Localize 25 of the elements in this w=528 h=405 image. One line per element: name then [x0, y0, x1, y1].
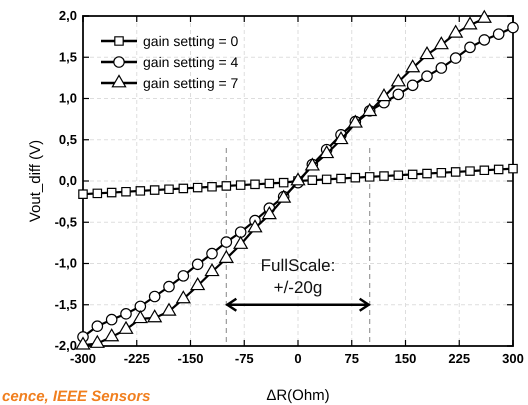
x-tick-label: -300 [70, 351, 96, 366]
y-tick-label: 2,0 [58, 8, 77, 24]
x-tick-label: 225 [448, 351, 470, 366]
text: cence, IEEE Sensors [2, 388, 150, 405]
y-tick-label: -0,5 [54, 214, 77, 230]
annotation: FullScale: +/-20g [260, 256, 336, 297]
y-tick-label: 1,5 [58, 49, 77, 64]
legend-label: gain setting = 7 [143, 75, 239, 91]
y-tick-label: -1,0 [54, 256, 77, 271]
y-tick-label: -2,0 [54, 338, 77, 354]
x-tick-label: 0 [294, 351, 302, 366]
y-tick-label: 1,0 [58, 90, 77, 106]
x-tick-label: 150 [394, 351, 416, 366]
x-tick-label: -150 [177, 351, 204, 366]
y-tick-label: 0,5 [58, 132, 77, 147]
y-tick-label: -1,5 [54, 296, 77, 312]
legend-label: gain setting = 0 [143, 33, 239, 49]
legend-label: gain setting = 4 [143, 54, 239, 70]
x-tick-label: -225 [124, 351, 150, 366]
x-tick-label: 300 [502, 351, 524, 366]
y-axis-title: Vout_diff (V) [27, 140, 44, 222]
x-tick-label: -75 [234, 351, 254, 366]
y-tick-label: 0,0 [58, 173, 77, 188]
x-tick-label: 75 [344, 351, 359, 366]
x-axis-title: ΔR(Ohm) [266, 387, 330, 404]
